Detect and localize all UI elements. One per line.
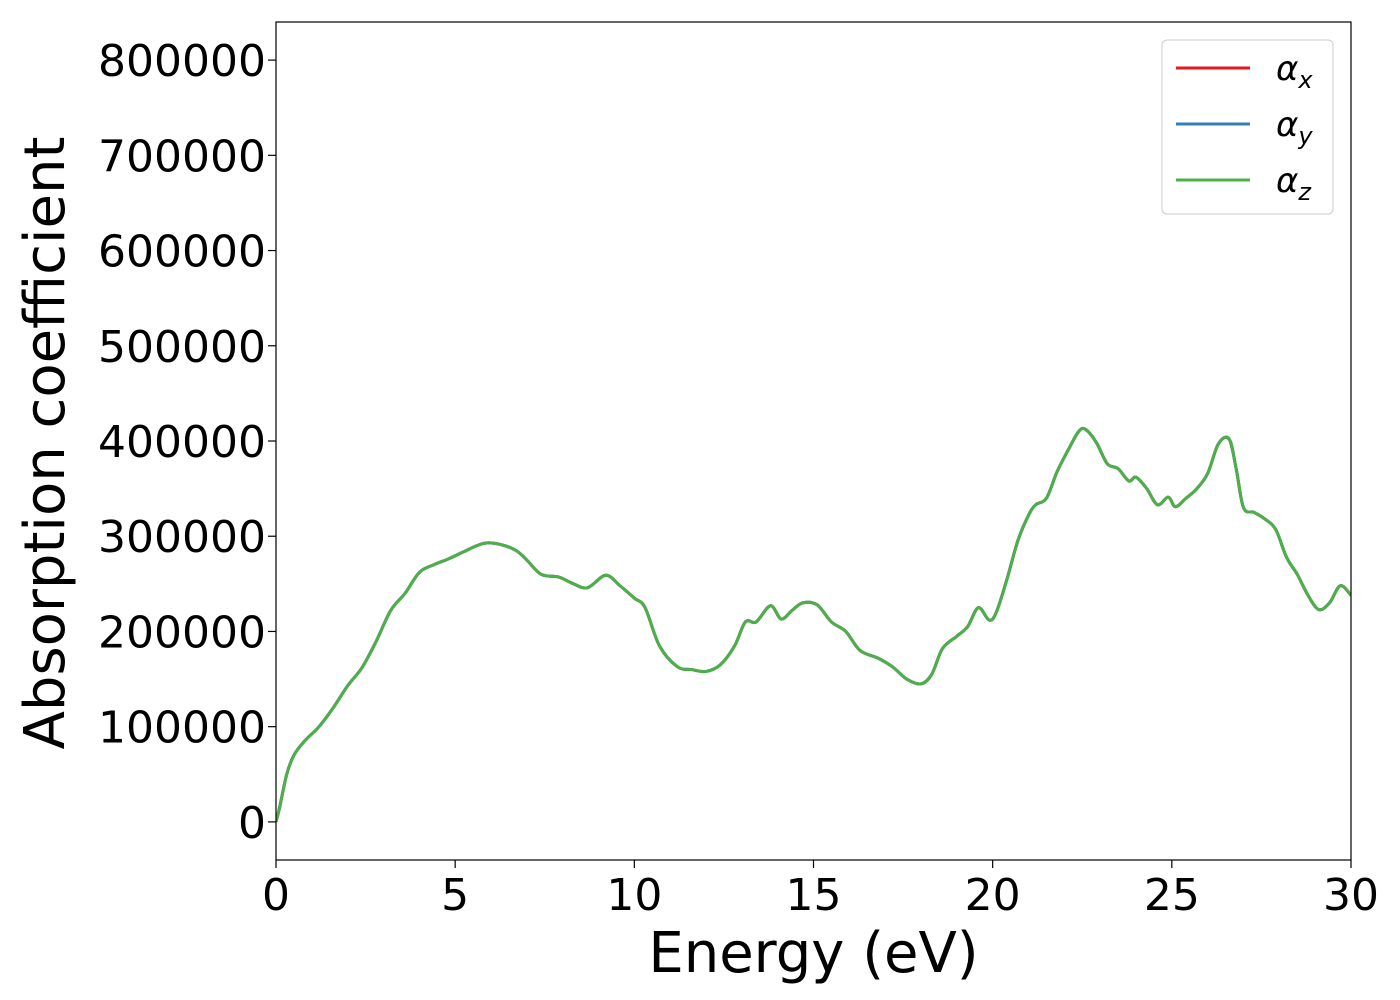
y-tick-label: 300000 [98, 512, 266, 563]
legend-box [1161, 39, 1334, 215]
series-line-y [276, 426, 1351, 823]
y-tick-label: 100000 [98, 703, 266, 754]
legend-label-z: αz [1276, 161, 1312, 206]
x-tick-label: 15 [786, 870, 842, 921]
y-tick-label: 400000 [98, 417, 266, 468]
y-axis-ticks: 0 100000 200000 300000 400000 500000 600000 700… [98, 36, 276, 849]
y-tick-label: 700000 [98, 131, 266, 182]
y-tick-label: 600000 [98, 227, 266, 278]
x-tick-label: 5 [441, 870, 469, 921]
y-tick-label: 800000 [98, 36, 266, 87]
y-tick-label: 200000 [98, 607, 266, 658]
y-tick-label: 0 [238, 798, 266, 849]
x-axis-ticks: 0 5 10 15 20 25 30 [262, 860, 1379, 921]
y-axis-label: Absorption coefficient [13, 137, 78, 750]
legend-label-x: αx [1276, 49, 1313, 94]
x-tick-label: 25 [1144, 870, 1200, 921]
y-tick-label: 500000 [98, 322, 266, 373]
x-tick-label: 20 [965, 870, 1021, 921]
series-lines [276, 426, 1351, 823]
x-axis-label: Energy (eV) [648, 921, 978, 986]
legend-label-y: αy [1276, 105, 1313, 150]
legend: αx αy αz [1161, 39, 1334, 215]
x-tick-label: 10 [606, 870, 662, 921]
x-tick-label: 0 [262, 870, 290, 921]
x-tick-label: 30 [1323, 870, 1379, 921]
series-line-x [276, 426, 1351, 823]
series-line-z [276, 426, 1351, 823]
